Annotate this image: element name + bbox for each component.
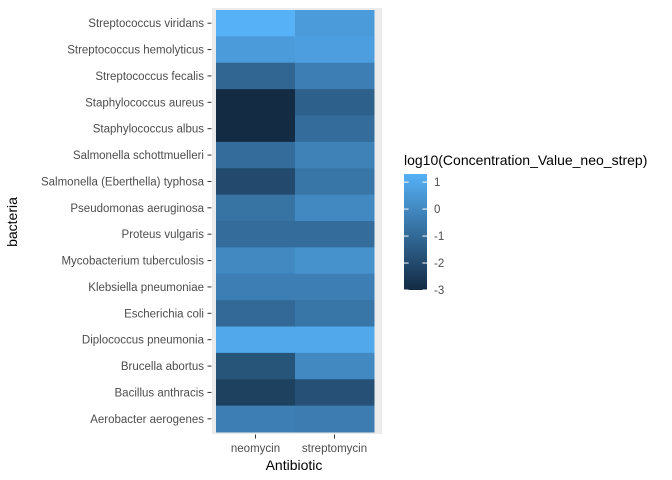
- heatmap-cell: [295, 168, 375, 196]
- heatmap-cell: [216, 247, 296, 275]
- y-axis-title: bacteria: [4, 197, 20, 247]
- color-legend: log10(Concentration_Value_neo_strep) 1 0 -…: [404, 152, 647, 297]
- heatmap-cell: [295, 247, 375, 275]
- y-tick-label: Aerobacter aerogenes: [90, 414, 204, 426]
- x-tick-label: streptomycin: [302, 443, 367, 455]
- heatmap-cell: [216, 36, 296, 64]
- heatmap-cell: [216, 300, 296, 327]
- heatmap-cell: [295, 62, 375, 90]
- heatmap-cell: [295, 10, 375, 37]
- heatmap-cell: [216, 10, 296, 37]
- heatmap-cell: [216, 405, 296, 433]
- heatmap-cell: [216, 89, 296, 116]
- legend-colorbar: [404, 174, 427, 290]
- x-tick-label: neomycin: [231, 443, 280, 455]
- legend-label: -2: [434, 258, 444, 270]
- y-tick-label: Staphylococcus aureus: [85, 97, 204, 109]
- y-tick-label: Salmonella schottmuelleri: [73, 150, 204, 162]
- y-tick-label: Pseudomonas aeruginosa: [70, 203, 204, 215]
- heatmap-cell: [295, 89, 375, 116]
- heatmap-cell: [216, 273, 296, 301]
- heatmap-cell: [216, 221, 296, 248]
- heatmap-cell: [295, 352, 375, 380]
- heatmap-cell: [216, 141, 296, 169]
- legend-label: -3: [434, 285, 444, 297]
- heatmap-cell: [295, 221, 375, 248]
- y-tick-label: Streptococcus viridans: [88, 18, 204, 30]
- heatmap-cell: [295, 379, 375, 407]
- heatmap-cell: [295, 273, 375, 301]
- y-tick-label: Streptococcus fecalis: [95, 71, 204, 83]
- heatmap-cell: [216, 62, 296, 90]
- heatmap-cell: [295, 300, 375, 327]
- y-tick-label: Staphylococcus albus: [93, 124, 204, 136]
- heatmap-cells: [216, 10, 375, 433]
- legend-label: 1: [434, 177, 440, 189]
- heatmap-cell: [295, 36, 375, 64]
- heatmap-cell: [295, 194, 375, 222]
- y-tick-label: Streptococcus hemolyticus: [67, 45, 204, 57]
- heatmap-cell: [216, 115, 296, 143]
- y-tick-label: Diplococcus pneumonia: [82, 335, 205, 347]
- heatmap-cell: [216, 168, 296, 196]
- y-tick-label: Salmonella (Eberthella) typhosa: [41, 176, 205, 188]
- legend-title: log10(Concentration_Value_neo_strep): [404, 152, 647, 168]
- y-tick-label: Brucella abortus: [121, 361, 204, 373]
- x-axis-title: Antibiotic: [266, 457, 323, 473]
- y-tick-label: Mycobacterium tuberculosis: [61, 256, 204, 268]
- y-tick-label: Escherichia coli: [124, 308, 204, 320]
- y-tick-label: Proteus vulgaris: [122, 229, 205, 241]
- heatmap-cell: [216, 379, 296, 407]
- x-axis-ticks: neomycin streptomycin: [231, 434, 367, 455]
- heatmap-cell: [216, 352, 296, 380]
- heatmap-cell: [295, 326, 375, 354]
- heatmap-cell: [295, 115, 375, 143]
- heatmap-cell: [295, 405, 375, 433]
- heatmap-cell: [216, 326, 296, 354]
- heatmap-cell: [216, 194, 296, 222]
- heatmap-cell: [295, 141, 375, 169]
- y-tick-label: Klebsiella pneumoniae: [88, 282, 204, 294]
- legend-label: -1: [434, 231, 444, 243]
- legend-label: 0: [434, 204, 440, 216]
- y-tick-label: Bacillus anthracis: [115, 387, 205, 399]
- y-axis-ticks: Streptococcus viridans Streptococcus hemo…: [41, 18, 212, 426]
